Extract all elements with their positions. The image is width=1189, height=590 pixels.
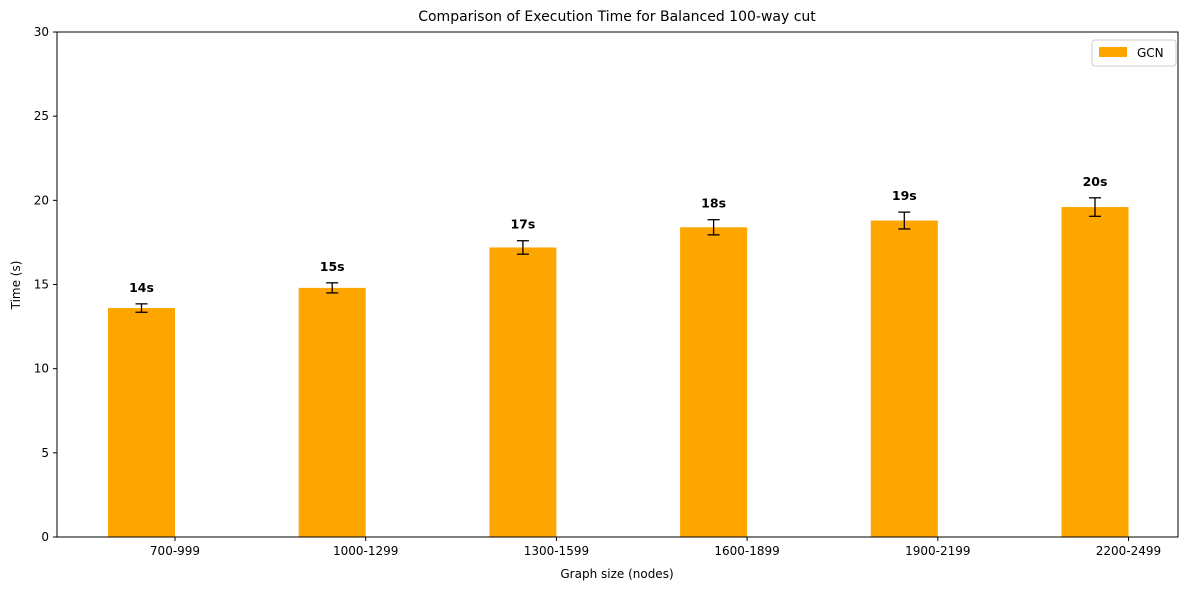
y-tick-label: 25: [34, 109, 49, 123]
value-label: 18s: [701, 196, 726, 211]
bar-2200-2499: [1061, 207, 1129, 538]
bar-1300-1599: [489, 247, 557, 537]
x-tick-label: 700-999: [150, 544, 200, 558]
y-tick-label: 10: [34, 362, 49, 376]
x-axis-label: Graph size (nodes): [560, 567, 673, 581]
error-bars-layer: [135, 197, 1101, 313]
error-bar-1000-1299: [326, 282, 339, 294]
legend-swatch-gcn: [1099, 47, 1127, 57]
value-label: 14s: [129, 280, 154, 295]
bar-1900-2199: [870, 220, 938, 538]
y-tick-label: 20: [34, 193, 49, 207]
error-bar-2200-2499: [1089, 197, 1101, 217]
y-tick-label: 15: [34, 278, 49, 292]
value-label: 17s: [510, 217, 535, 232]
x-tick-label: 1900-2199: [905, 544, 970, 558]
x-tick-label: 1000-1299: [333, 544, 398, 558]
error-bar-700-999: [135, 303, 148, 313]
error-bar-1900-2199: [898, 211, 911, 230]
x-tick-label: 1300-1599: [524, 544, 589, 558]
value-labels-layer: 14s 15s 17s 18s 19s 20s: [129, 174, 1107, 295]
error-bar-1300-1599: [516, 240, 529, 255]
plot-frame: [56, 31, 1179, 538]
chart-title: Comparison of Execution Time for Balance…: [418, 9, 816, 25]
legend: GCN: [1091, 39, 1177, 67]
y-tick-label: 30: [34, 25, 49, 39]
bar-1600-1899: [680, 227, 748, 537]
y-tick-label: 5: [41, 446, 49, 460]
bars-layer: [108, 207, 1129, 538]
bar-1000-1299: [298, 287, 366, 537]
x-tick-label: 1600-1899: [714, 544, 779, 558]
value-label: 20s: [1083, 174, 1108, 189]
y-tick-label: 0: [41, 530, 49, 544]
axes: 0 5 10 15 20 25 30 700-999 1000-1299 1300-1599 160…: [34, 25, 1179, 558]
value-label: 19s: [892, 188, 917, 203]
legend-label-gcn: GCN: [1137, 46, 1164, 60]
value-label: 15s: [320, 259, 345, 274]
bar-700-999: [108, 308, 175, 537]
legend-frame: [1091, 39, 1177, 67]
error-bar-1600-1899: [707, 219, 720, 236]
x-tick-label: 2200-2499: [1096, 544, 1161, 558]
y-axis-label: Time (s): [9, 261, 23, 311]
